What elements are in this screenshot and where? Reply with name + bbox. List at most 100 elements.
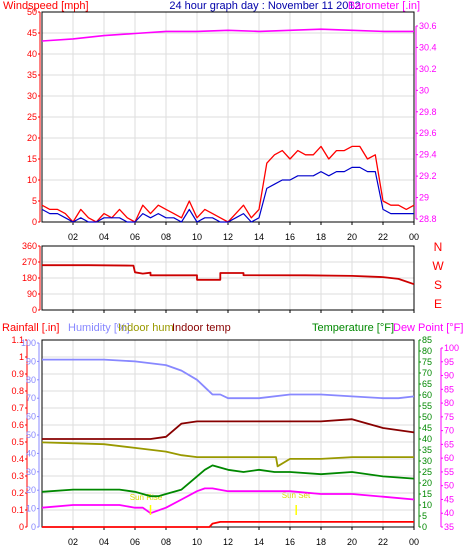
wind-xtick-label: 16 — [285, 232, 295, 242]
dir-xtick-label: 04 — [99, 0, 109, 2]
humidity-tick-label: 100 — [21, 338, 36, 348]
wind-xtick-label: 00 — [409, 232, 419, 242]
dir-xtick-label: 08 — [161, 0, 171, 2]
barometer-tick-label: 28.8 — [419, 214, 437, 224]
climate-xtick-label: 20 — [347, 537, 357, 547]
climate-xtick-label: 08 — [161, 537, 171, 547]
rainfall-tick-label: 0 — [19, 522, 24, 532]
wind-direction-line — [42, 264, 415, 286]
wind-xtick-label: 06 — [130, 232, 140, 242]
climate-plot-frame — [41, 339, 415, 528]
legend-dew-point: Dew Point [°F] — [393, 322, 463, 334]
temperature-tick-label: 70 — [422, 368, 432, 378]
dir-xtick-label: 12 — [223, 0, 233, 2]
temperature-tick-label: 65 — [422, 379, 432, 389]
barometer-line — [41, 28, 414, 42]
temperature-tick-label: 45 — [422, 423, 432, 433]
direction-tick-label: 180 — [22, 273, 37, 283]
dir-xtick-label: 16 — [285, 0, 295, 2]
dir-xtick-label: 18 — [316, 0, 326, 2]
compass-n-top: N — [434, 240, 443, 254]
temperature-tick-label: 80 — [422, 346, 432, 356]
sunrise-label: Sun Rise — [130, 493, 163, 502]
temperature-tick-label: 55 — [422, 401, 432, 411]
chart-title: 24 hour graph day : November 11 2012 — [169, 0, 360, 12]
temperature-line — [41, 464, 415, 498]
indoor-hum-line — [41, 441, 414, 468]
humidity-line — [42, 358, 415, 400]
direction-tick-label: 360 — [22, 241, 37, 251]
dew-point-line — [41, 487, 415, 515]
temperature-tick-label: 75 — [422, 357, 432, 367]
temperature-tick-label: 30 — [422, 456, 432, 466]
dewpoint-tick-label: 95 — [444, 357, 454, 367]
temperature-tick-label: 5 — [422, 511, 427, 521]
humidity-tick-label: 70 — [26, 393, 36, 403]
dewpoint-tick-label: 80 — [444, 398, 454, 408]
climate-xtick-label: 06 — [130, 537, 140, 547]
humidity-tick-label: 20 — [26, 485, 36, 495]
legend-temperature: Temperature [°F] — [312, 322, 394, 334]
dewpoint-tick-label: 70 — [444, 426, 454, 436]
legend-indoor-hum: Indoor hum — [118, 322, 174, 334]
dir-xtick-label: 10 — [192, 0, 202, 2]
temperature-tick-label: 35 — [422, 445, 432, 455]
dir-xtick-label: 06 — [130, 0, 140, 2]
rainfall-tick-label: 0.1 — [11, 505, 24, 515]
wind-xtick-label: 10 — [192, 232, 202, 242]
windspeed-tick-label: 30 — [27, 91, 37, 101]
barometer-tick-label: 30.4 — [419, 42, 437, 52]
wind-xtick-label: 14 — [254, 232, 264, 242]
dewpoint-tick-label: 45 — [444, 494, 454, 504]
climate-xtick-label: 16 — [285, 537, 295, 547]
rainfall-tick-label: 1 — [19, 352, 24, 362]
climate-xtick-label: 00 — [409, 537, 419, 547]
direction-tick-label: 270 — [22, 257, 37, 267]
humidity-tick-label: 50 — [26, 430, 36, 440]
dewpoint-tick-label: 65 — [444, 439, 454, 449]
humidity-tick-label: 80 — [26, 375, 36, 385]
rainfall-tick-label: 0.7 — [11, 403, 24, 413]
climate-xtick-label: 10 — [192, 537, 202, 547]
humidity-tick-label: 10 — [26, 504, 36, 514]
barometer-tick-label: 30.6 — [419, 21, 437, 31]
barometer-tick-label: 29.8 — [419, 107, 437, 117]
rainfall-tick-label: 0.2 — [11, 488, 24, 498]
windspeed-tick-label: 40 — [27, 49, 37, 59]
dewpoint-tick-label: 50 — [444, 481, 454, 491]
wind-xtick-label: 08 — [161, 232, 171, 242]
rainfall-tick-label: 0.6 — [11, 420, 24, 430]
legend-indoor-temp: Indoor temp — [172, 322, 231, 334]
wind-xtick-label: 12 — [223, 232, 233, 242]
climate-xtick-label: 02 — [68, 537, 78, 547]
temperature-tick-label: 0 — [422, 522, 427, 532]
compass-s: S — [434, 278, 442, 292]
dewpoint-tick-label: 90 — [444, 371, 454, 381]
climate-xtick-label: 22 — [378, 537, 388, 547]
dir-xtick-label: 20 — [347, 0, 357, 2]
wind-xtick-label: 22 — [378, 232, 388, 242]
windspeed-tick-label: 10 — [27, 175, 37, 185]
direction-tick-label: 0 — [32, 305, 37, 315]
barometer-tick-label: 29.6 — [419, 128, 437, 138]
wind-xtick-label: 20 — [347, 232, 357, 242]
windspeed-tick-label: 15 — [27, 154, 37, 164]
barometer-tick-label: 29.4 — [419, 150, 437, 160]
windspeed-tick-label: 25 — [27, 112, 37, 122]
wind-xtick-label: 02 — [68, 232, 78, 242]
humidity-tick-label: 90 — [26, 356, 36, 366]
wind-xtick-label: 04 — [99, 232, 109, 242]
temperature-tick-label: 15 — [422, 489, 432, 499]
compass-e: E — [434, 297, 442, 311]
temperature-tick-label: 85 — [422, 335, 432, 345]
dir-xtick-label: 22 — [378, 0, 388, 2]
barometer-tick-label: 29.2 — [419, 171, 437, 181]
humidity-tick-label: 40 — [26, 448, 36, 458]
barometer-tick-label: 30.2 — [419, 64, 437, 74]
windspeed-tick-label: 20 — [27, 133, 37, 143]
humidity-tick-label: 30 — [26, 467, 36, 477]
temperature-tick-label: 20 — [422, 478, 432, 488]
climate-xtick-label: 04 — [99, 537, 109, 547]
